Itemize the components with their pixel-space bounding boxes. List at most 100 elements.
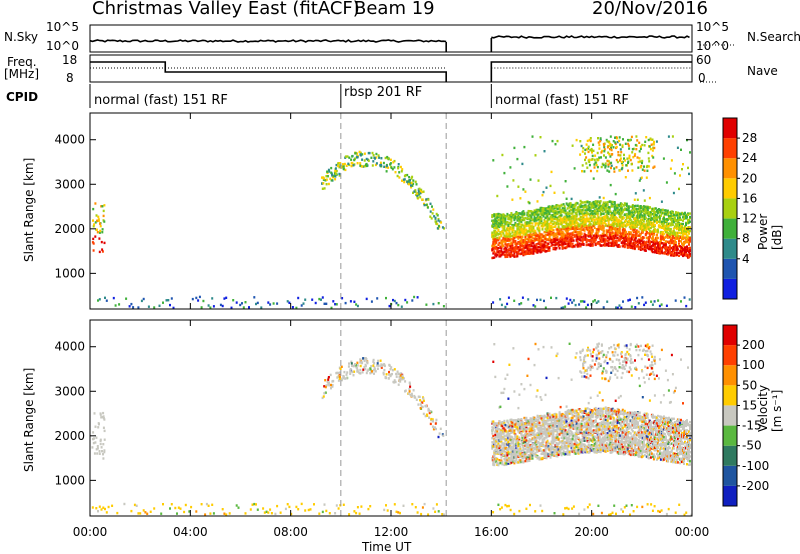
power-cell	[426, 206, 429, 209]
power-cell	[209, 306, 212, 309]
power-cell	[678, 218, 680, 221]
velocity-cell	[102, 415, 105, 418]
power-cell	[592, 224, 595, 228]
power-cell	[651, 237, 654, 240]
power-cell	[529, 178, 532, 181]
power-cell	[350, 164, 353, 168]
velocity-cell	[205, 502, 208, 506]
power-cell	[678, 225, 680, 229]
power-cell	[511, 231, 514, 234]
power-cell	[528, 239, 531, 242]
power-cell	[559, 216, 562, 219]
velocity-cell	[496, 422, 499, 425]
power-cell	[591, 230, 594, 233]
velocity-cell	[383, 363, 386, 366]
power-cell	[631, 211, 634, 214]
power-cell	[505, 223, 508, 226]
power-cell	[528, 224, 531, 227]
power-cell	[491, 244, 494, 247]
power-cell	[499, 298, 502, 301]
velocity-cell	[212, 512, 215, 515]
power-cell	[598, 237, 601, 240]
velocity-cell	[529, 503, 531, 507]
power-cell	[573, 205, 576, 209]
power-cell	[508, 239, 511, 243]
power-cell	[542, 190, 545, 194]
power-cell	[101, 231, 104, 234]
velocity-cell	[237, 506, 240, 509]
power-cell	[392, 161, 395, 164]
power-cell	[359, 154, 362, 157]
power-cell	[101, 228, 104, 231]
power-cell	[641, 143, 644, 147]
velocity-cell	[348, 362, 350, 365]
power-cell	[565, 222, 568, 225]
power-cell	[572, 210, 575, 213]
power-cell	[616, 230, 619, 233]
power-cell	[541, 194, 544, 197]
velocity-cell	[337, 371, 340, 375]
power-cell	[606, 201, 609, 204]
power-cell	[566, 207, 569, 210]
power-cell	[94, 202, 97, 205]
power-cell	[590, 233, 593, 236]
power-cell	[502, 232, 505, 235]
velocity-cell	[401, 376, 404, 379]
power-cell	[585, 148, 588, 151]
velocity-cell	[325, 509, 328, 513]
power-cell	[517, 246, 520, 249]
power-cell	[614, 192, 617, 196]
power-cell	[337, 162, 340, 165]
power-cell	[671, 215, 674, 218]
power-cell	[540, 219, 543, 222]
velocity-cell	[492, 420, 495, 423]
power-cell	[557, 224, 560, 227]
power-cell	[534, 230, 537, 233]
velocity-cell	[133, 503, 136, 507]
power-cell	[660, 303, 663, 306]
power-cell	[399, 165, 402, 169]
power-cell	[524, 235, 527, 238]
power-cell	[689, 226, 691, 229]
power-cell	[662, 215, 665, 219]
power-cell	[434, 220, 437, 223]
power-cell	[571, 242, 574, 245]
freq-line-2	[490, 61, 692, 82]
power-cell	[496, 236, 499, 240]
power-cell	[587, 228, 590, 232]
power-cell	[363, 164, 366, 168]
power-cell	[520, 238, 523, 241]
power-cell	[513, 253, 516, 257]
power-cell	[549, 184, 552, 188]
power-cell	[634, 143, 637, 147]
power-cell	[644, 226, 647, 229]
power-cell	[648, 235, 651, 238]
velocity-cell	[408, 388, 411, 391]
power-cell	[513, 299, 516, 302]
power-cell	[646, 223, 649, 226]
power-cell	[321, 176, 323, 179]
power-cell	[506, 255, 509, 258]
power-cell	[672, 254, 675, 257]
power-cell	[375, 162, 378, 165]
power-cell	[587, 233, 590, 236]
velocity-cell	[96, 445, 99, 448]
power-cell	[564, 209, 567, 212]
power-cell	[661, 245, 664, 249]
power-cell	[495, 239, 498, 242]
power-cell	[562, 243, 565, 246]
velocity-cell	[325, 384, 328, 387]
power-cell	[621, 164, 624, 167]
power-cell	[544, 235, 547, 238]
power-cell	[595, 301, 598, 304]
power-cell	[584, 152, 586, 155]
power-cell	[543, 230, 546, 234]
power-cell	[320, 298, 322, 301]
power-cell	[512, 240, 515, 244]
power-cell	[550, 224, 553, 228]
velocity-cell	[419, 403, 422, 406]
power-cell	[540, 243, 543, 246]
velocity-cell	[386, 509, 389, 512]
power-cell	[92, 249, 95, 252]
power-cell	[634, 237, 637, 240]
